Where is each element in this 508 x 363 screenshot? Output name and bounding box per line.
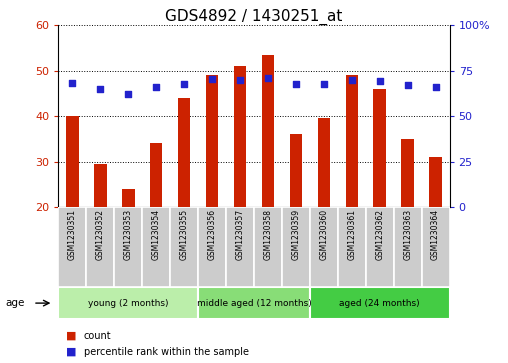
Bar [262,55,274,207]
Text: age: age [5,298,24,308]
Point [124,91,132,97]
Text: GSM1230364: GSM1230364 [431,209,440,260]
Text: GSM1230362: GSM1230362 [375,209,384,260]
Text: ■: ■ [66,347,77,357]
Bar [86,207,114,287]
Point [375,78,384,84]
Bar [338,207,366,287]
Bar [234,66,246,207]
Text: GSM1230360: GSM1230360 [320,209,328,260]
Point [320,82,328,87]
Point [431,84,439,90]
Point [208,76,216,82]
Text: GSM1230358: GSM1230358 [264,209,272,260]
Text: GSM1230351: GSM1230351 [68,209,77,260]
Bar [345,75,358,207]
Text: GSM1230359: GSM1230359 [292,209,300,260]
Text: GSM1230361: GSM1230361 [347,209,356,260]
Bar [142,207,170,287]
Text: GSM1230354: GSM1230354 [152,209,161,260]
Bar [318,118,330,207]
Point [96,86,104,92]
Text: GSM1230356: GSM1230356 [208,209,216,260]
Bar [422,207,450,287]
Bar [290,134,302,207]
Bar [401,139,414,207]
Bar [282,207,310,287]
Point [152,84,160,90]
Text: GSM1230357: GSM1230357 [236,209,244,260]
Bar [58,287,198,319]
Bar [394,207,422,287]
Point [292,82,300,87]
Text: GSM1230352: GSM1230352 [96,209,105,260]
Bar [254,207,282,287]
Text: GSM1230363: GSM1230363 [403,209,412,260]
Text: aged (24 months): aged (24 months) [339,299,420,307]
Point [347,77,356,83]
Point [180,82,188,87]
Bar [114,207,142,287]
Text: percentile rank within the sample: percentile rank within the sample [84,347,249,357]
Bar [58,207,86,287]
Text: GSM1230355: GSM1230355 [180,209,188,260]
Bar [206,75,218,207]
Bar [94,164,107,207]
Bar [373,89,386,207]
Bar [310,207,338,287]
Bar [429,157,442,207]
Text: GSM1230353: GSM1230353 [124,209,133,260]
Bar [310,287,450,319]
Bar [178,98,190,207]
Text: GDS4892 / 1430251_at: GDS4892 / 1430251_at [165,9,343,25]
Bar [150,143,163,207]
Bar [198,287,310,319]
Text: count: count [84,331,111,341]
Text: ■: ■ [66,331,77,341]
Bar [226,207,254,287]
Point [264,75,272,81]
Bar [170,207,198,287]
Point [236,77,244,83]
Bar [66,116,79,207]
Point [68,81,76,86]
Bar [198,207,226,287]
Point [403,82,411,88]
Bar [366,207,394,287]
Text: middle aged (12 months): middle aged (12 months) [197,299,311,307]
Bar [122,189,135,207]
Text: young (2 months): young (2 months) [88,299,169,307]
